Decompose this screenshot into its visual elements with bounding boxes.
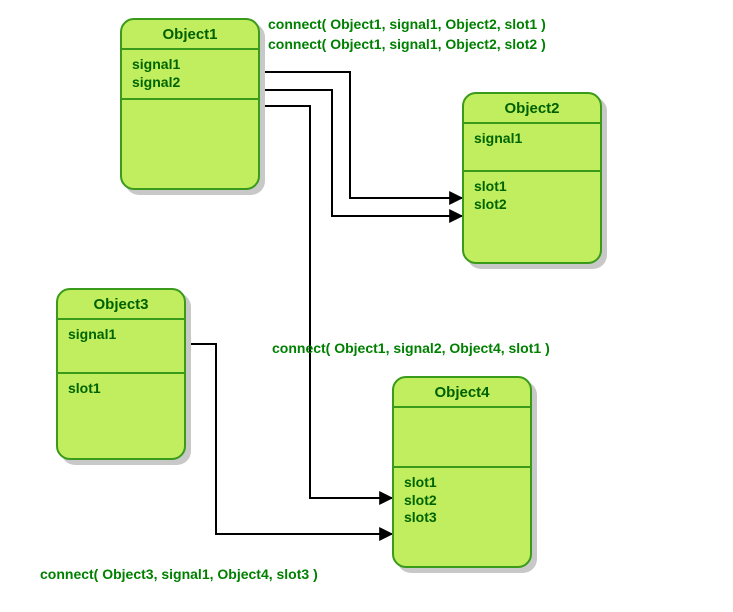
object3-slots: slot1 (58, 374, 184, 460)
object4-slots-item: slot3 (404, 509, 520, 527)
diagram-canvas: Object1signal1signal2Object2signal1slot1… (0, 0, 733, 612)
object4-signals (394, 408, 530, 468)
object4-slots-item: slot2 (404, 492, 520, 510)
object4-slots: slot1slot2slot3 (394, 468, 530, 568)
lbl-c4: connect( Object3, signal1, Object4, slot… (40, 566, 318, 582)
object3-slots-item: slot1 (68, 380, 174, 398)
node-object4: Object4 slot1slot2slot3 (392, 376, 532, 568)
object2-title: Object2 (464, 94, 600, 124)
lbl-c2: connect( Object1, signal1, Object2, slot… (268, 36, 546, 52)
object1-signals: signal1signal2 (122, 50, 258, 100)
node-object3: Object3 signal1 slot1 (56, 288, 186, 460)
edge-o1s1-o2slot1 (260, 72, 462, 198)
object2-slots-item: slot2 (474, 196, 590, 214)
object2-slots-item: slot1 (474, 178, 590, 196)
lbl-c1: connect( Object1, signal1, Object2, slot… (268, 16, 546, 32)
object1-title: Object1 (122, 20, 258, 50)
object2-signals-item: signal1 (474, 130, 590, 148)
edge-o1s2-o4slot1 (260, 106, 392, 498)
edge-o3s1-o4slot3 (186, 344, 392, 534)
node-object1: Object1signal1signal2 (120, 18, 260, 190)
object2-slots: slot1slot2 (464, 172, 600, 264)
object3-title: Object3 (58, 290, 184, 320)
object1-slots (122, 100, 258, 190)
edge-o1s1-o2slot2 (260, 90, 462, 216)
object1-signals-item: signal2 (132, 74, 248, 92)
object4-slots-item: slot1 (404, 474, 520, 492)
lbl-c3: connect( Object1, signal2, Object4, slot… (272, 340, 550, 356)
object3-signals-item: signal1 (68, 326, 174, 344)
object2-signals: signal1 (464, 124, 600, 172)
object1-signals-item: signal1 (132, 56, 248, 74)
object3-signals: signal1 (58, 320, 184, 374)
node-object2: Object2 signal1 slot1slot2 (462, 92, 602, 264)
object4-title: Object4 (394, 378, 530, 408)
